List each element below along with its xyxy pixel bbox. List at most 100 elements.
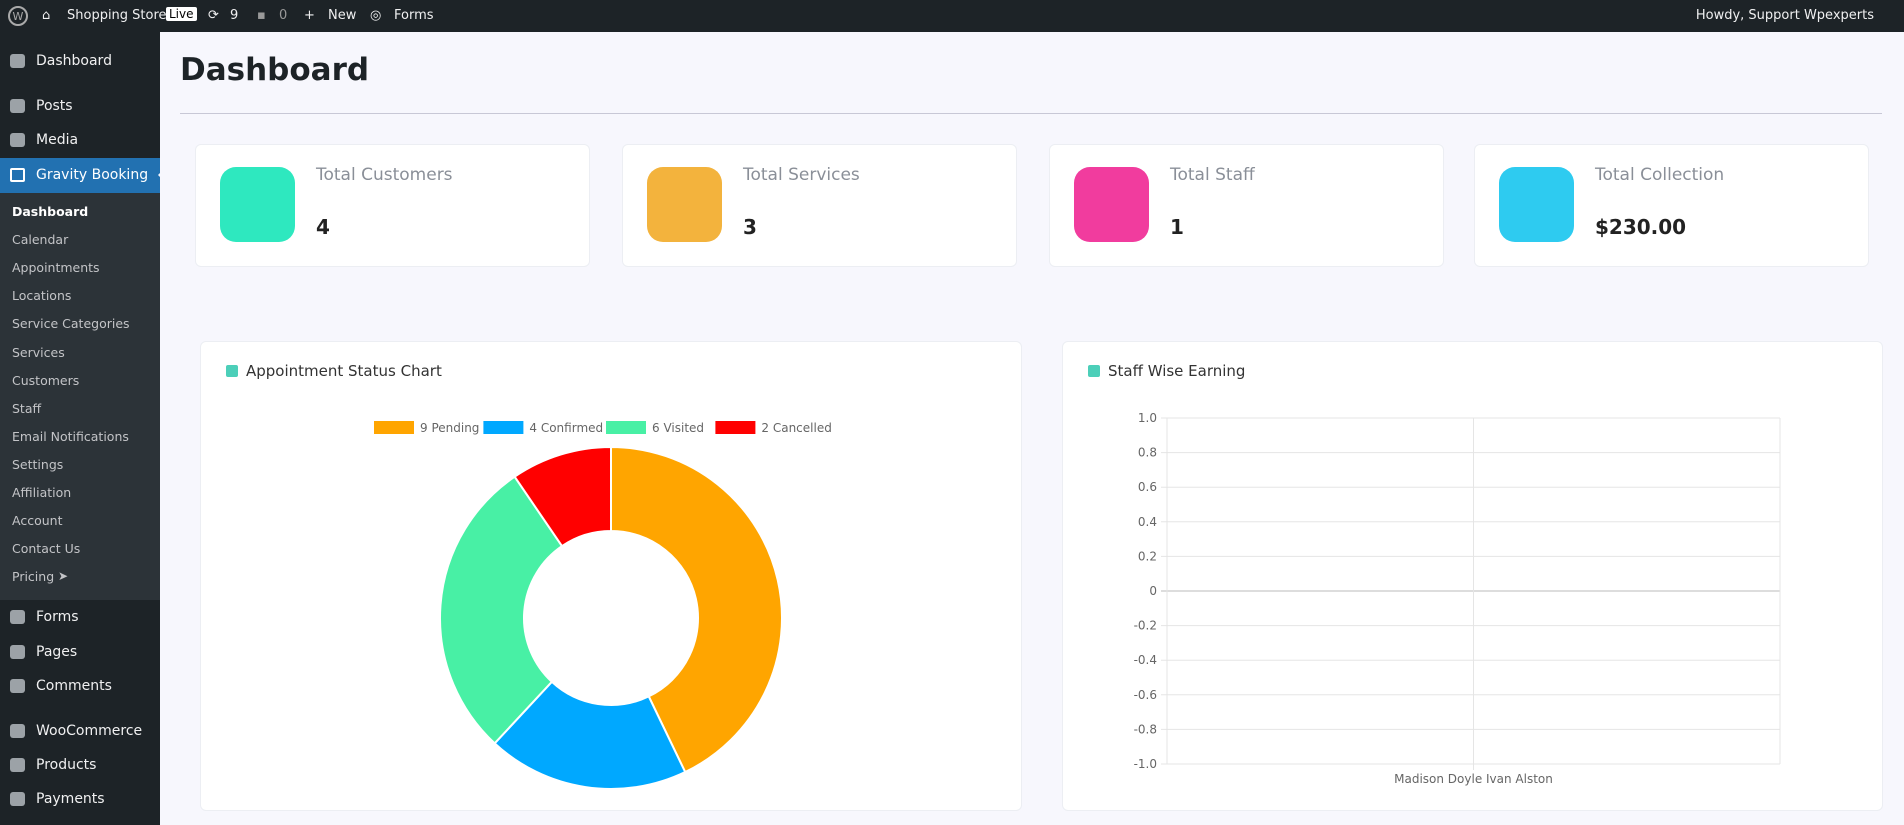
y-tick-label: -1.0 <box>1134 757 1157 771</box>
y-tick-label: -0.6 <box>1134 688 1157 702</box>
menu-item[interactable]: Products <box>36 757 97 773</box>
stat-label: Total Customers <box>316 165 453 185</box>
updates-icon: ⟳ <box>208 8 219 23</box>
menu-item[interactable]: Comments <box>36 678 112 694</box>
legend-label: 9 Pending <box>420 421 479 435</box>
legend-swatch <box>374 421 414 434</box>
stat-value: 4 <box>316 215 330 239</box>
menu-item-active[interactable]: Gravity Booking <box>36 167 149 183</box>
doughnut-slice <box>610 445 783 774</box>
menu-item[interactable]: Forms <box>36 609 79 625</box>
submenu-item[interactable]: Email Notifications <box>12 428 129 444</box>
updates-count[interactable]: 9 <box>230 8 239 23</box>
stat-icon <box>647 167 722 242</box>
menu-item[interactable]: Payments <box>36 791 105 807</box>
forms-link[interactable]: Forms <box>394 8 434 23</box>
submenu-item[interactable]: Pricing <box>12 569 55 585</box>
page-title: Dashboard <box>180 52 370 88</box>
menu-icon <box>10 724 25 738</box>
stat-value: 1 <box>1170 215 1184 239</box>
doughnut-slice <box>493 680 687 790</box>
chart-title: Appointment Status Chart <box>246 362 442 380</box>
stat-icon <box>220 167 295 242</box>
divider <box>180 113 1882 114</box>
submenu-item[interactable]: Locations <box>12 288 72 304</box>
legend-swatch <box>483 421 524 434</box>
menu-icon <box>10 645 25 659</box>
svg-text:W: W <box>13 10 24 23</box>
sidebar: Dashboard Posts Media Gravity Booking Dashbo… <box>0 32 166 825</box>
stat-label: Total Staff <box>1170 165 1255 185</box>
y-tick-label: 0 <box>1149 584 1157 598</box>
menu-icon <box>10 610 25 624</box>
site-link[interactable]: Shopping Store <box>67 8 167 23</box>
title-marker <box>1088 365 1100 377</box>
y-tick-label: -0.4 <box>1134 653 1157 667</box>
stat-card: Total Services 3 <box>622 144 1017 267</box>
forms-icon: ◎ <box>370 8 382 23</box>
menu-icon <box>10 54 25 68</box>
submenu-item[interactable]: Staff <box>12 400 42 416</box>
legend-swatch <box>715 421 756 434</box>
y-tick-label: 0.8 <box>1138 446 1157 460</box>
legend-label: 6 Visited <box>652 421 704 435</box>
submenu-item[interactable]: Services <box>12 344 65 360</box>
menu-item[interactable]: WooCommerce <box>36 723 143 739</box>
y-tick-label: 0.6 <box>1138 480 1157 494</box>
doughnut-slice <box>439 475 564 745</box>
y-tick-label: 1.0 <box>1138 411 1157 425</box>
menu-item[interactable]: Media <box>36 132 79 148</box>
menu-item[interactable]: Posts <box>36 98 73 114</box>
legend-label: 2 Cancelled <box>761 421 831 435</box>
submenu-item[interactable]: Calendar <box>12 232 69 248</box>
wp-logo[interactable]: W <box>8 6 28 26</box>
pricing-arrow: ➤ <box>58 569 69 583</box>
comments-icon: ▪ <box>257 8 266 23</box>
new-icon: + <box>304 8 315 23</box>
submenu-item[interactable]: Affiliation <box>12 485 72 500</box>
y-tick-label: -0.8 <box>1134 722 1157 736</box>
active-menu-bg <box>0 158 160 193</box>
howdy[interactable]: Howdy, Support Wpexperts <box>1695 8 1874 23</box>
menu-item[interactable]: Pages <box>36 644 78 660</box>
legend-label: 4 Confirmed <box>529 421 603 435</box>
stat-label: Total Services <box>743 165 860 185</box>
stat-value: 3 <box>743 215 757 239</box>
stat-card: Total Staff 1 <box>1049 144 1444 267</box>
submenu-bg <box>0 193 160 600</box>
submenu-item[interactable]: Account <box>12 513 63 529</box>
submenu-item[interactable]: Settings <box>12 456 64 472</box>
submenu-item[interactable]: Contact Us <box>12 541 81 557</box>
submenu-item[interactable]: Appointments <box>12 260 100 276</box>
stat-card: Total Customers 4 <box>195 144 590 267</box>
stat-card: Total Collection $230.00 <box>1474 144 1869 267</box>
stat-icon <box>1074 167 1149 242</box>
stat-label: Total Collection <box>1595 165 1725 185</box>
legend-swatch <box>606 421 646 434</box>
menu-icon <box>10 679 25 693</box>
y-tick-label: -0.2 <box>1134 619 1157 633</box>
home-icon: ⌂ <box>42 8 51 23</box>
y-tick-label: 0.4 <box>1138 515 1157 529</box>
y-tick-label: 0.2 <box>1138 549 1157 563</box>
submenu-item[interactable]: Service Categories <box>12 316 130 332</box>
menu-icon <box>10 168 25 182</box>
active-arrow <box>150 167 166 183</box>
chart-card <box>1062 341 1883 811</box>
title-marker <box>226 365 238 377</box>
submenu-item[interactable]: Dashboard <box>12 204 89 219</box>
menu-icon <box>10 758 25 772</box>
menu-icon <box>10 792 25 806</box>
menu-item[interactable]: Dashboard <box>36 53 112 69</box>
menu-icon <box>10 133 25 147</box>
stat-icon <box>1499 167 1574 242</box>
x-tick-label: Madison Doyle Ivan Alston <box>1394 772 1553 786</box>
comments-count[interactable]: 0 <box>279 8 288 23</box>
admin-bar: W ⌂ Shopping Store Live ⟳ 9 ▪ 0 + New ◎ … <box>0 0 1904 32</box>
menu-icon <box>10 99 25 113</box>
doughnut-slice <box>513 445 612 548</box>
new-link[interactable]: New <box>328 8 357 23</box>
submenu-item[interactable]: Customers <box>12 372 80 388</box>
